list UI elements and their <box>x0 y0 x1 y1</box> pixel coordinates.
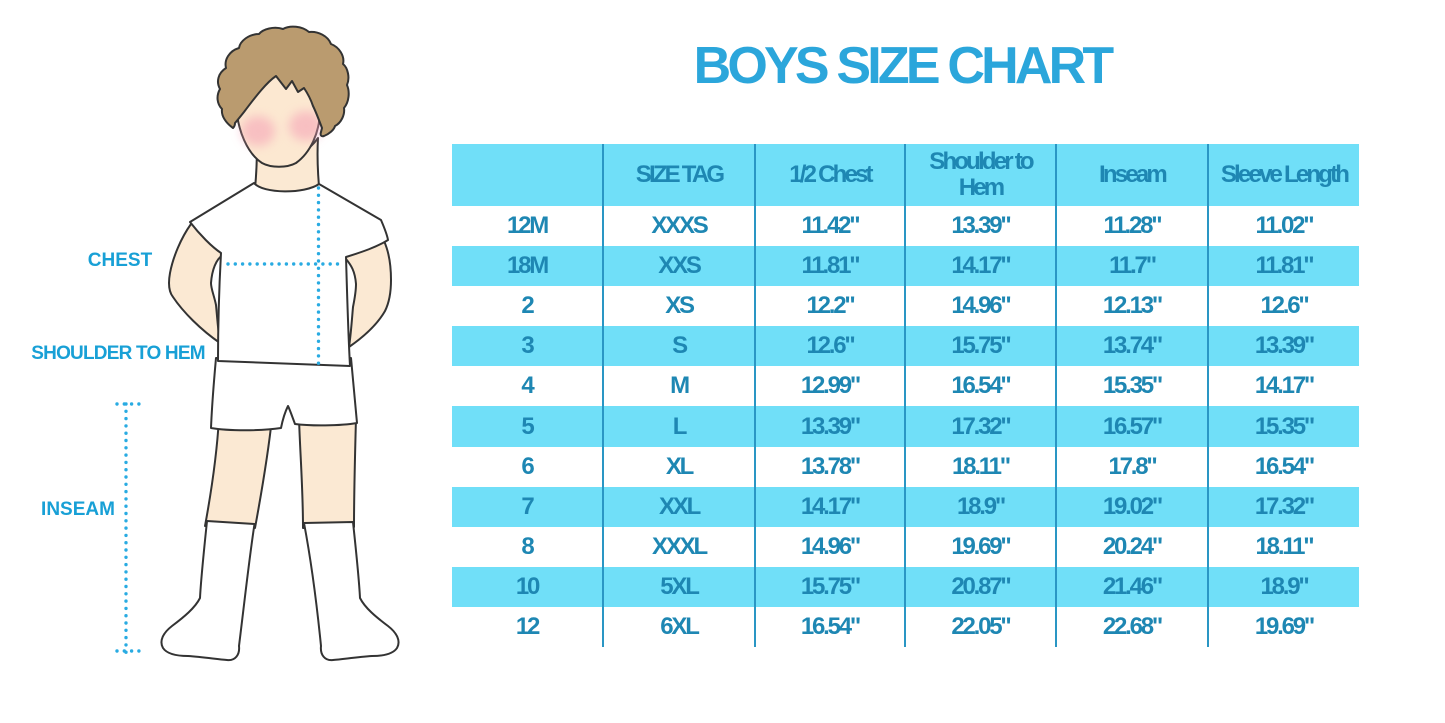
svg-text:INSEAM: INSEAM <box>41 499 115 520</box>
svg-text:SHOULDER TO HEM: SHOULDER TO HEM <box>31 343 204 364</box>
svg-text:CHEST: CHEST <box>88 250 153 271</box>
